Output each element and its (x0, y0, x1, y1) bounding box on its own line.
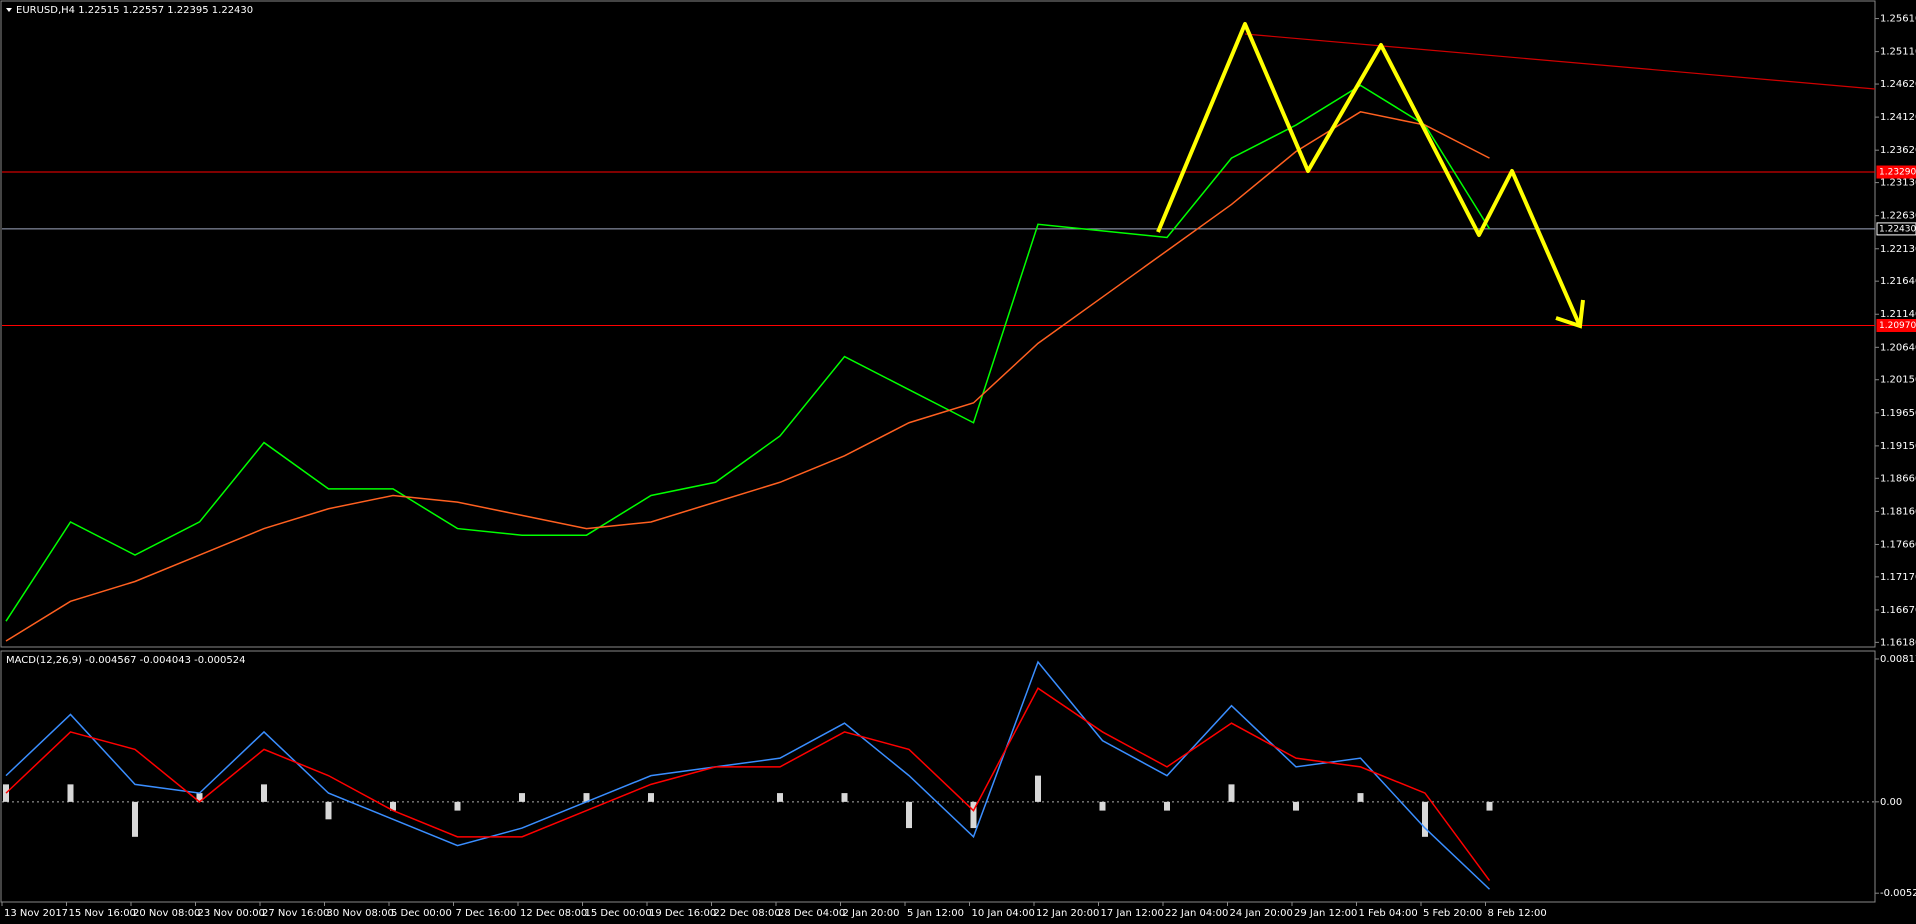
histogram-bar (1293, 801, 1299, 811)
y-tick-label: 1.25110 (1880, 47, 1916, 58)
histogram-bar (390, 801, 396, 811)
x-tick-label: 13 Nov 2017 (4, 908, 68, 919)
histogram-bar (1099, 801, 1106, 811)
histogram-bar (1228, 784, 1235, 802)
y-tick-label: 1.24620 (1880, 79, 1916, 90)
series-line (5, 660, 1491, 890)
y-tick-label: 1.20150 (1880, 375, 1916, 386)
y-tick-label: 1.20640 (1880, 342, 1916, 353)
price-level-label: 1.22430 (1879, 224, 1916, 234)
y-tick-label: 1.17660 (1880, 539, 1916, 550)
price-level-label: 1.23290 (1879, 168, 1916, 178)
y-tick-label: 1.19650 (1880, 408, 1916, 419)
y-tick-label: 1.16670 (1880, 605, 1916, 616)
x-tick-label: 19 Dec 16:00 (649, 908, 716, 919)
y-tick-label: 1.24120 (1880, 112, 1916, 123)
histogram-bar (519, 793, 525, 802)
x-tick-label: 20 Nov 08:00 (133, 908, 200, 919)
macd-title: MACD(12,26,9) -0.004567 -0.004043 -0.000… (6, 655, 245, 666)
series-line (5, 111, 1490, 642)
histogram-bar (906, 801, 912, 829)
y-tick-label: 1.17170 (1880, 572, 1916, 583)
histogram-bar (1164, 801, 1170, 811)
x-tick-label: 24 Jan 20:00 (1230, 908, 1293, 919)
histogram-bar (841, 793, 848, 802)
y-tick-label: 1.23130 (1880, 178, 1916, 189)
y-tick-label: 1.23620 (1880, 145, 1916, 156)
x-tick-label: 28 Dec 04:00 (778, 908, 845, 919)
histogram-bar (1422, 801, 1428, 837)
y-tick-label: 1.21640 (1880, 276, 1916, 287)
x-tick-label: 17 Jan 12:00 (1101, 908, 1164, 919)
x-tick-label: 5 Dec 00:00 (391, 908, 452, 919)
menu-arrow[interactable] (6, 8, 12, 12)
x-tick-label: 12 Jan 20:00 (1036, 908, 1099, 919)
x-tick-label: 22 Jan 04:00 (1165, 908, 1228, 919)
x-tick-label: 15 Dec 00:00 (585, 908, 652, 919)
series-line (5, 687, 1491, 881)
y-tick-label: 0.00 (1880, 797, 1902, 808)
x-tick-label: 29 Jan 12:00 (1294, 908, 1357, 919)
histogram-bar (583, 793, 590, 802)
x-tick-label: 12 Dec 08:00 (520, 908, 587, 919)
x-tick-label: 15 Nov 16:00 (69, 908, 136, 919)
price-level-box (1876, 318, 1916, 332)
y-tick-label: 0.008173 (1880, 654, 1916, 665)
histogram-bar (970, 801, 977, 829)
histogram-bar (325, 801, 332, 820)
price-level-box (1876, 165, 1916, 179)
price-level-box (1876, 222, 1916, 236)
x-tick-label: 1 Feb 04:00 (1359, 908, 1418, 919)
x-tick-label: 8 Feb 12:00 (1488, 908, 1547, 919)
x-tick-label: 5 Feb 20:00 (1423, 908, 1482, 919)
histogram-bar (1035, 775, 1041, 802)
chart-title: EURUSD,H4 1.22515 1.22557 1.22395 1.2243… (16, 5, 253, 16)
pattern-drawing (1156, 22, 1581, 325)
x-tick-label: 7 Dec 16:00 (456, 908, 517, 919)
histogram-bar (1486, 801, 1493, 811)
y-tick-label: 1.16180 (1880, 637, 1916, 648)
histogram-bar (1357, 793, 1364, 802)
histogram-bar (196, 793, 203, 802)
y-tick-label: 1.18160 (1880, 506, 1916, 517)
histogram-bar (261, 784, 267, 802)
series-line (5, 84, 1491, 622)
x-tick-label: 27 Nov 16:00 (262, 908, 329, 919)
price-level-label: 1.20970 (1879, 321, 1916, 331)
y-tick-label: 1.25610 (1880, 14, 1916, 25)
y-tick-label: 1.22130 (1880, 244, 1916, 255)
x-tick-label: 5 Jan 12:00 (907, 908, 964, 919)
histogram-bar (454, 801, 461, 811)
y-tick-label: 1.21140 (1880, 309, 1916, 320)
y-tick-label: 1.18660 (1880, 473, 1916, 484)
x-tick-label: 22 Dec 08:00 (714, 908, 781, 919)
histogram-bar (67, 784, 74, 802)
x-tick-label: 30 Nov 08:00 (327, 908, 394, 919)
arrow-head (1555, 299, 1585, 329)
x-tick-label: 10 Jan 04:00 (972, 908, 1035, 919)
histogram-bar (777, 793, 783, 802)
y-tick-label: -0.005225 (1880, 888, 1916, 899)
x-tick-label: 2 Jan 20:00 (843, 908, 900, 919)
histogram-bar (648, 793, 654, 802)
x-tick-label: 23 Nov 00:00 (198, 908, 265, 919)
y-tick-label: 1.22630 (1880, 211, 1916, 222)
main-panel (0, 0, 1876, 648)
trend-line (1244, 33, 1876, 90)
y-tick-label: 1.19150 (1880, 441, 1916, 452)
histogram-bar (132, 801, 138, 837)
